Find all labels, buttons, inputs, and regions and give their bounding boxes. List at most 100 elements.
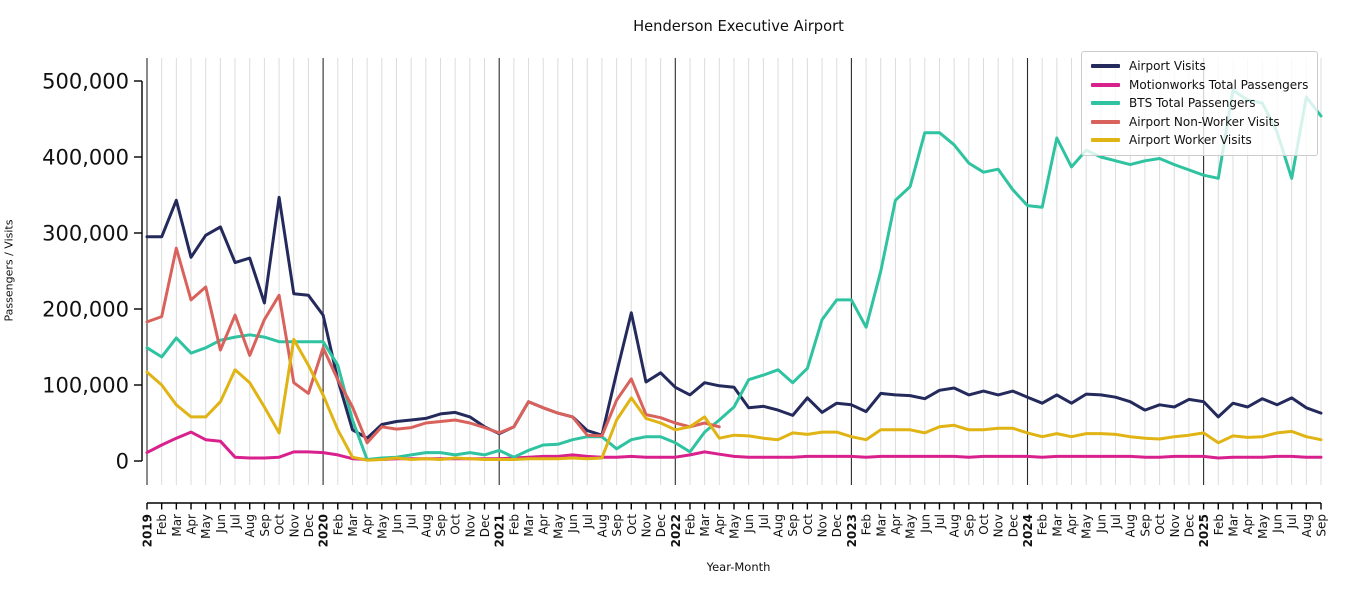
x-tick-label: May (551, 514, 565, 539)
legend-label: Airport Non-Worker Visits (1129, 114, 1280, 129)
chart-title: Henderson Executive Airport (633, 18, 844, 35)
x-tick-label: Aug (772, 514, 786, 537)
x-tick-label: Mar (1050, 514, 1064, 537)
x-tick-label: Sep (1315, 514, 1329, 537)
legend-swatch-icon (1091, 82, 1120, 87)
legend-item-airport-visits: Airport Visits (1091, 59, 1308, 74)
y-tick-label: 100,000 (42, 374, 129, 398)
x-tick-label: Jun (918, 514, 932, 534)
series-line-airport-worker-visits (145, 337, 1323, 462)
x-tick-label: Dec (302, 514, 316, 537)
x-tick-label: Nov (992, 514, 1006, 537)
x-tick-label: May (1256, 514, 1270, 539)
x-tick-label: Aug (1300, 514, 1314, 537)
x-tick-label: Mar (346, 514, 360, 537)
x-tick-label: Dec (1182, 514, 1196, 537)
x-tick-label: Jul (229, 514, 243, 529)
legend-swatch-icon (1091, 138, 1120, 143)
x-tick-label: Oct (449, 514, 463, 535)
x-tick-label: Mar (874, 514, 888, 537)
y-axis-label: Passengers / Visits (2, 219, 16, 322)
x-tick-label: Jun (1270, 514, 1284, 534)
x-tick-label: Nov (287, 514, 301, 537)
x-tick-label: Feb (860, 514, 874, 535)
x-tick-label: Aug (1124, 514, 1138, 537)
x-tick-label: Sep (1138, 514, 1152, 537)
legend-label: BTS Total Passengers (1129, 96, 1256, 110)
x-tick-label: Apr (1241, 514, 1255, 535)
x-tick-label: 2024 (1021, 514, 1035, 547)
x-tick-label: Sep (434, 514, 448, 537)
x-tick-label: Jun (742, 514, 756, 534)
x-tick-label: Apr (185, 514, 199, 535)
x-tick-label: Apr (889, 514, 903, 535)
y-tick-label: 500,000 (42, 70, 129, 94)
legend-label: Airport Worker Visits (1129, 133, 1252, 147)
x-tick-label: Feb (683, 514, 697, 535)
x-tick-label: Aug (595, 514, 609, 537)
x-tick-label: Feb (155, 514, 169, 535)
x-tick-label: 2022 (669, 514, 683, 547)
x-tick-label: 2020 (317, 514, 331, 547)
x-tick-label: Nov (816, 514, 830, 537)
x-tick-label: Oct (977, 514, 991, 535)
x-tick-label: Apr (713, 514, 727, 535)
x-tick-label: Sep (786, 514, 800, 537)
x-tick-label: Apr (361, 514, 375, 535)
x-tick-label: Jun (214, 514, 228, 534)
x-tick-label: May (199, 514, 213, 539)
x-tick-label: Mar (1226, 514, 1240, 537)
x-tick-label: Sep (610, 514, 624, 537)
series-line-bts-total-passengers (145, 88, 1323, 461)
x-tick-label: May (1080, 514, 1094, 539)
x-tick-label: Feb (507, 514, 521, 535)
x-tick-label: Feb (331, 514, 345, 535)
x-tick-label: May (375, 514, 389, 539)
series-line-airport-visits (145, 195, 1323, 440)
legend-item-airport-worker-visits: Airport Worker Visits (1091, 133, 1308, 148)
x-tick-label: May (904, 514, 918, 539)
y-tick-label: 200,000 (42, 298, 129, 322)
legend-item-bts-total-passengers: BTS Total Passengers (1091, 96, 1308, 111)
x-tick-label: Oct (625, 514, 639, 535)
x-tick-label: Jul (1285, 514, 1299, 529)
x-tick-label: Dec (478, 514, 492, 537)
legend-item-airport-non-worker-visits: Airport Non-Worker Visits (1091, 115, 1308, 130)
series-line-airport-non-worker-visits (145, 246, 721, 445)
x-tick-label: Aug (243, 514, 257, 537)
x-tick-label: Mar (698, 514, 712, 537)
legend-swatch-icon (1091, 101, 1120, 106)
legend-label: Airport Visits (1129, 59, 1206, 73)
x-tick-label: Nov (463, 514, 477, 537)
x-tick-label: Nov (639, 514, 653, 537)
y-tick-label: 300,000 (42, 222, 129, 246)
legend-label: Motionworks Total Passengers (1129, 77, 1309, 92)
x-tick-label: Jul (1109, 514, 1123, 529)
x-tick-label: Aug (419, 514, 433, 537)
x-tick-label: Mar (170, 514, 184, 537)
legend-item-motionworks-total-passengers: Motionworks Total Passengers (1091, 78, 1308, 93)
month-gridlines (146, 58, 1322, 485)
x-tick-label: Jun (1094, 514, 1108, 534)
x-tick-label: Oct (1153, 514, 1167, 535)
x-axis-label: Year-Month (706, 560, 771, 574)
legend: Airport Visits Motionworks Total Passeng… (1081, 51, 1319, 156)
x-tick-label: Jul (581, 514, 595, 529)
x-tick-label: 2023 (845, 514, 859, 547)
x-tick-label: Nov (1168, 514, 1182, 537)
x-tick-label: Jul (933, 514, 947, 529)
y-tick-label: 400,000 (42, 146, 129, 170)
x-tick-label: Feb (1036, 514, 1050, 535)
x-tick-label: Jul (757, 514, 771, 529)
x-tick-label: Jun (390, 514, 404, 534)
x-tick-label: Feb (1212, 514, 1226, 535)
x-tick-label: May (728, 514, 742, 539)
x-tick-label: Aug (948, 514, 962, 537)
legend-swatch-icon (1091, 119, 1120, 124)
x-tick-label: Dec (654, 514, 668, 537)
x-tick-label: 2025 (1197, 514, 1211, 547)
x-tick-label: 2021 (493, 514, 507, 547)
x-tick-label: Dec (1006, 514, 1020, 537)
